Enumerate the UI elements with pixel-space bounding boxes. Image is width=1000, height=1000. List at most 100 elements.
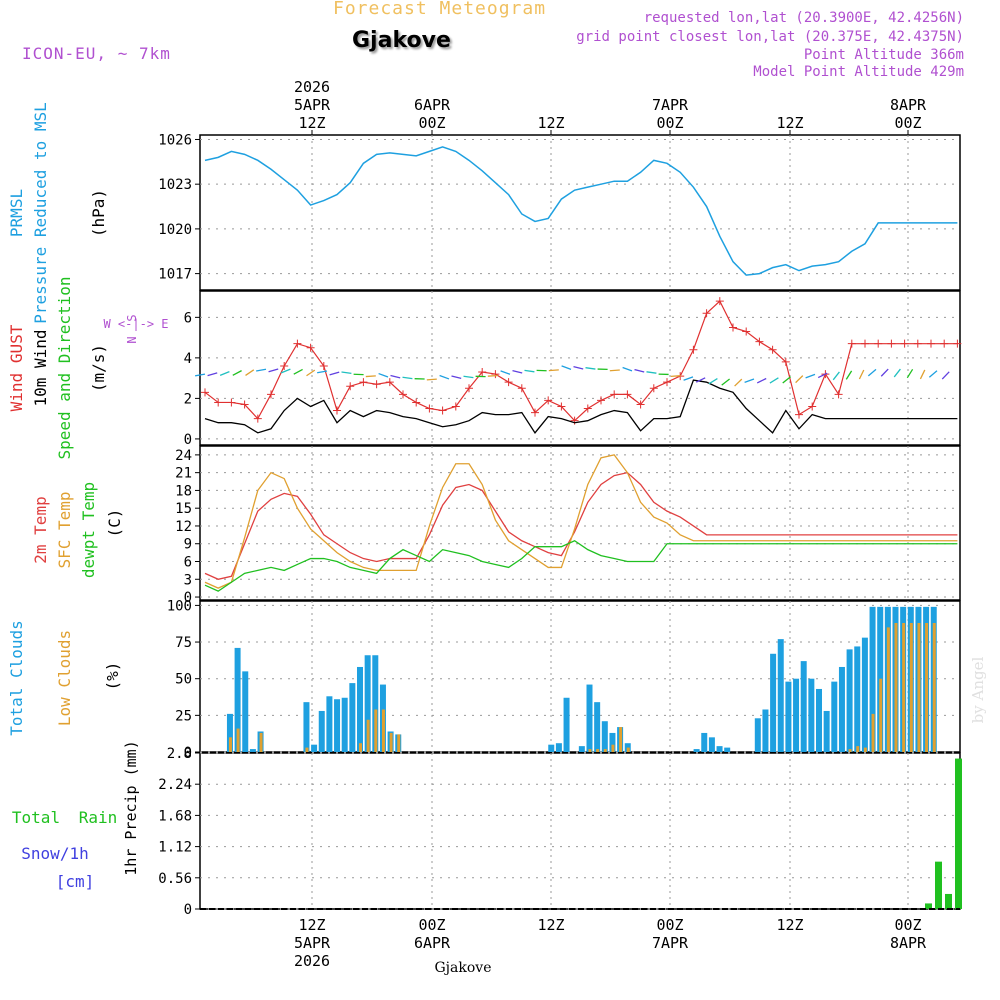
wind-direction-arrow <box>646 371 657 374</box>
low-cloud-bar <box>848 749 852 752</box>
top-time-label: 12Z <box>298 114 325 132</box>
gust-marker <box>583 404 592 413</box>
gust-marker <box>861 339 869 348</box>
wind-direction-arrow <box>919 369 926 380</box>
wind-direction-arrow <box>232 370 242 376</box>
low-cloud-bar <box>381 709 385 752</box>
gust-marker <box>438 406 447 415</box>
temp-line-2m-temp <box>204 471 958 580</box>
wind-direction-arrow <box>245 369 255 376</box>
temp-unit: (C) <box>105 509 124 538</box>
top-time-label: 00Z <box>656 114 683 132</box>
gust-marker <box>689 345 698 354</box>
wind-direction-arrow <box>867 368 877 377</box>
wind-direction-arrow <box>744 378 755 384</box>
y-tick-label: 0 <box>184 902 192 918</box>
gust-marker <box>808 402 817 411</box>
total-cloud-bar <box>693 749 700 752</box>
gust-marker <box>412 398 421 407</box>
footer-location: Gjakove <box>435 960 492 976</box>
gust-marker <box>874 339 883 348</box>
total-cloud-bar <box>777 639 784 752</box>
y-tick-label: 75 <box>175 635 192 651</box>
gust-line <box>204 300 958 422</box>
gust-marker <box>649 384 658 393</box>
top-time-label: 2026 <box>294 78 330 96</box>
gust-marker <box>610 390 619 399</box>
gust-marker <box>227 398 236 407</box>
gust-marker <box>913 339 922 348</box>
gust-marker <box>293 339 302 348</box>
low-cloud-bar <box>603 749 607 752</box>
low-cloud-bar <box>366 719 370 752</box>
panel-frame-1 <box>199 134 961 291</box>
gust-marker <box>795 410 803 419</box>
low-cloud-bar <box>259 732 263 752</box>
wind-direction-arrow <box>378 372 389 378</box>
wind-direction-arrow <box>268 368 279 373</box>
y-tick-label: 2 <box>184 391 192 407</box>
wind-direction-arrow <box>708 377 718 385</box>
wind-direction-arrow <box>880 368 889 377</box>
y-tick-label: 0 <box>184 432 192 448</box>
total-cloud-bar <box>823 710 830 752</box>
total-cloud-bar <box>762 709 769 752</box>
total-cloud-bar <box>249 749 256 752</box>
point-altitude: Point Altitude 366m <box>803 47 964 63</box>
y-tick-label: 0 <box>184 745 192 761</box>
gust-marker <box>385 378 394 387</box>
compass-north: N <box>125 336 139 343</box>
gust-marker <box>663 378 671 387</box>
y-tick-label: 24 <box>175 448 192 464</box>
total-cloud-bar <box>555 743 562 752</box>
wind-direction-arrow <box>585 367 596 370</box>
total-cloud-bar <box>785 681 792 752</box>
y-tick-label: 4 <box>184 351 192 367</box>
compass-east-west: W <-|-> E <box>103 317 168 331</box>
total-cloud-bar <box>318 710 325 752</box>
gust-marker <box>768 345 777 354</box>
wind-direction-arrow <box>548 369 559 372</box>
gust-marker <box>504 378 513 387</box>
wind-direction-arrow <box>426 378 437 381</box>
total-cloud-bar <box>869 606 876 752</box>
total-rain-label-2: Rain <box>79 808 118 827</box>
total-cloud-bar <box>594 702 601 752</box>
temp-line-dewpt-temp <box>204 540 958 592</box>
wind-direction-arrow <box>795 375 804 384</box>
wind-direction-arrow <box>195 373 206 377</box>
precip-unit: 1hr Precip (mm) <box>122 740 140 875</box>
bottom-time-label: 12Z <box>298 916 325 934</box>
wind-direction-arrow <box>906 368 914 379</box>
gust-label: Wind GUST <box>7 324 26 411</box>
y-tick-label: 1.68 <box>158 808 192 824</box>
low-cloud-label: Low Clouds <box>55 630 74 726</box>
y-tick-label: 0.56 <box>158 871 192 887</box>
low-cloud-bar <box>917 622 921 752</box>
rain-bar <box>925 903 932 909</box>
total-cloud-bar <box>846 649 853 752</box>
wind-direction-arrow <box>561 365 572 370</box>
total-cloud-bar <box>808 678 815 752</box>
wind-direction-arrow <box>928 370 938 378</box>
gust-marker <box>280 361 289 370</box>
low-cloud-bar <box>626 747 630 752</box>
total-cloud-bar <box>754 718 761 752</box>
y-tick-label: 100 <box>167 598 192 614</box>
city-name: Gjakove <box>352 28 451 53</box>
total-cloud-bar <box>701 732 708 752</box>
wind-direction-arrow <box>756 377 767 384</box>
t2m-label: 2m Temp <box>31 496 50 563</box>
y-tick-label: 1017 <box>158 267 192 283</box>
bottom-time-label: 00Z <box>418 916 445 934</box>
gust-marker <box>253 414 262 423</box>
total-cloud-bar <box>586 684 593 752</box>
gust-marker <box>847 339 856 348</box>
y-tick-label: 6 <box>184 310 192 326</box>
gust-marker <box>478 368 487 377</box>
wind-direction-arrow <box>500 370 511 375</box>
grid-coords: grid point closest lon,lat (20.375E, 42.… <box>576 29 964 45</box>
total-cloud-bar <box>349 683 356 752</box>
y-tick-label: 21 <box>175 466 192 482</box>
